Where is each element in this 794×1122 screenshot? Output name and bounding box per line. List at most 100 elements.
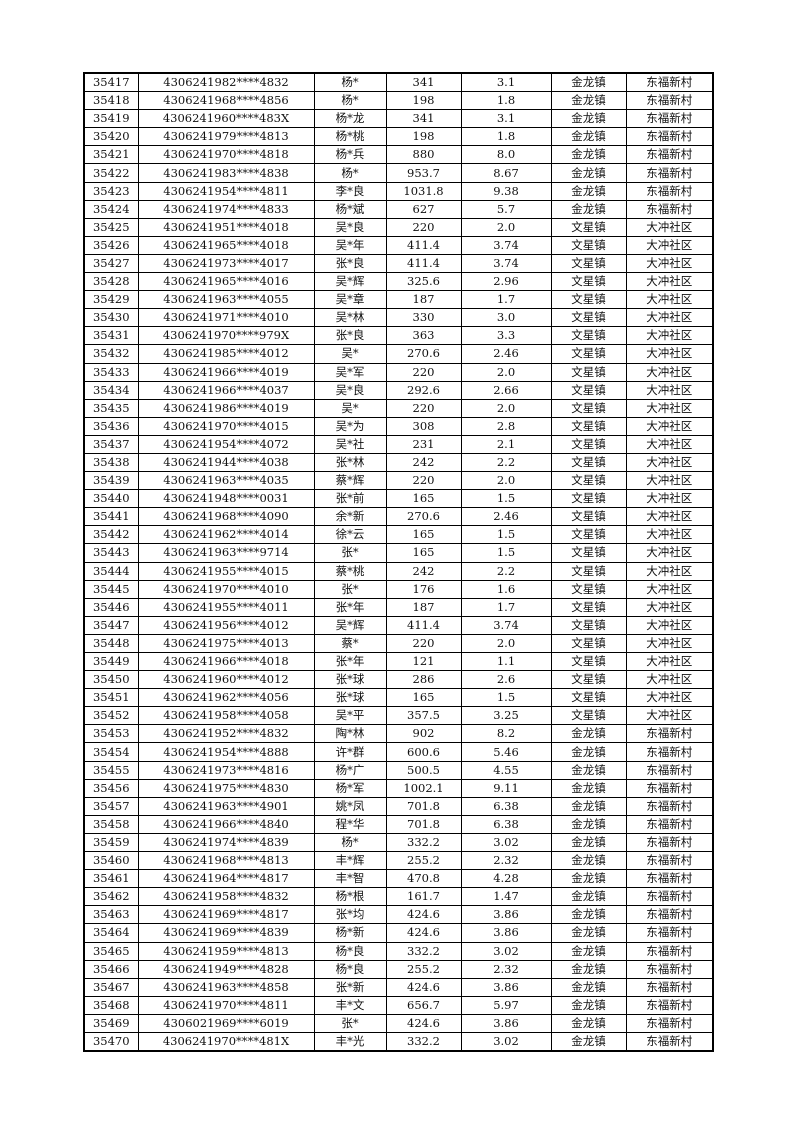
cell-name: 张*均 — [313, 905, 387, 925]
cell-serial: 35467 — [83, 977, 139, 997]
cell-serial: 35444 — [83, 561, 139, 581]
cell-id-number: 4306241968****4813 — [137, 851, 315, 871]
cell-area: 2.0 — [460, 471, 552, 491]
cell-name: 张*良 — [313, 253, 387, 274]
cell-village: 东福新村 — [625, 127, 714, 147]
table-row: 35430 4306241971****4010 吴*林 330 3.0 文星镇 大冲社区 — [83, 308, 714, 328]
table-row: 35446 4306241955****4011 张*年 187 1.7 文星镇 大冲社区 — [83, 597, 714, 617]
cell-town: 文星镇 — [550, 344, 627, 364]
cell-village: 大冲社区 — [625, 706, 714, 726]
cell-id-number: 4306241963****9714 — [137, 543, 315, 563]
cell-name: 张*球 — [313, 688, 387, 708]
cell-area: 2.2 — [460, 452, 552, 473]
cell-amount: 292.6 — [385, 380, 462, 400]
table-row: 35462 4306241958****4832 杨*根 161.7 1.47 金龙镇 东福… — [83, 887, 714, 907]
table-row: 35431 4306241970****979X 张*良 363 3.3 文星镇 大冲社区 — [83, 326, 714, 346]
cell-area: 2.8 — [460, 416, 552, 436]
cell-id-number: 4306241955****4015 — [137, 561, 315, 581]
cell-village: 大冲社区 — [625, 651, 714, 672]
cell-name: 蔡*桃 — [313, 561, 387, 581]
cell-id-number: 4306241965****4016 — [137, 272, 315, 292]
table-row: 35450 4306241960****4012 张*球 286 2.6 文星镇 大冲社区 — [83, 670, 714, 690]
table-row: 35438 4306241944****4038 张*林 242 2.2 文星镇 大冲社区 — [83, 452, 714, 473]
cell-area: 2.96 — [460, 272, 552, 292]
cell-amount: 902 — [385, 724, 462, 744]
cell-area: 2.0 — [460, 633, 552, 654]
cell-amount: 198 — [385, 91, 462, 111]
table-row: 35434 4306241966****4037 吴*良 292.6 2.66 文星镇 大冲… — [83, 380, 714, 400]
cell-name: 张* — [313, 543, 387, 563]
cell-serial: 35462 — [83, 887, 139, 907]
cell-id-number: 4306241963****4035 — [137, 471, 315, 491]
cell-village: 大冲社区 — [625, 579, 714, 599]
cell-area: 2.0 — [460, 362, 552, 382]
cell-serial: 35424 — [83, 199, 139, 219]
table-row: 35436 4306241970****4015 吴*为 308 2.8 文星镇 大冲社区 — [83, 416, 714, 436]
cell-town: 文星镇 — [550, 326, 627, 346]
cell-id-number: 4306241948****0031 — [137, 489, 315, 509]
cell-town: 金龙镇 — [550, 109, 627, 129]
cell-serial: 35451 — [83, 688, 139, 708]
table-row: 35426 4306241965****4018 吴*年 411.4 3.74 文星镇 大冲… — [83, 235, 714, 255]
cell-id-number: 4306241966****4019 — [137, 362, 315, 382]
cell-village: 大冲社区 — [625, 670, 714, 690]
cell-town: 文星镇 — [550, 688, 627, 708]
table-row: 35433 4306241966****4019 吴*军 220 2.0 文星镇 大冲社区 — [83, 362, 714, 382]
cell-amount: 220 — [385, 362, 462, 382]
cell-village: 东福新村 — [625, 778, 714, 798]
cell-village: 东福新村 — [625, 814, 714, 834]
cell-amount: 330 — [385, 308, 462, 328]
table-row: 35465 4306241959****4813 杨*良 332.2 3.02 金龙镇 东福… — [83, 941, 714, 961]
cell-area: 1.5 — [460, 543, 552, 563]
cell-area: 3.74 — [460, 235, 552, 255]
cell-id-number: 4306241968****4856 — [137, 91, 315, 111]
cell-id-number: 4306241986****4019 — [137, 398, 315, 418]
cell-serial: 35461 — [83, 869, 139, 889]
cell-village: 东福新村 — [625, 923, 714, 943]
cell-town: 金龙镇 — [550, 1031, 627, 1052]
cell-town: 金龙镇 — [550, 851, 627, 871]
table-row: 35457 4306241963****4901 姚*凤 701.8 6.38 金龙镇 东福… — [83, 796, 714, 816]
cell-id-number: 4306241949****4828 — [137, 959, 315, 979]
cell-amount: 332.2 — [385, 832, 462, 853]
cell-name: 杨*良 — [313, 941, 387, 961]
cell-amount: 600.6 — [385, 742, 462, 762]
cell-area: 2.1 — [460, 434, 552, 454]
cell-village: 东福新村 — [625, 995, 714, 1015]
cell-town: 文星镇 — [550, 597, 627, 617]
cell-village: 东福新村 — [625, 724, 714, 744]
cell-village: 东福新村 — [625, 72, 714, 93]
cell-area: 3.02 — [460, 941, 552, 961]
cell-town: 金龙镇 — [550, 181, 627, 201]
cell-amount: 411.4 — [385, 235, 462, 255]
data-table: 35417 4306241982****4832 杨* 341 3.1 金龙镇 东福新村 35… — [83, 72, 714, 1053]
cell-amount: 470.8 — [385, 869, 462, 889]
cell-town: 金龙镇 — [550, 760, 627, 780]
cell-amount: 176 — [385, 579, 462, 599]
cell-village: 东福新村 — [625, 851, 714, 871]
cell-town: 金龙镇 — [550, 995, 627, 1015]
table-row: 35432 4306241985****4012 吴* 270.6 2.46 文星镇 大冲社… — [83, 344, 714, 364]
cell-id-number: 4306241962****4014 — [137, 525, 315, 545]
cell-area: 5.46 — [460, 742, 552, 762]
cell-town: 金龙镇 — [550, 1013, 627, 1033]
cell-name: 杨*广 — [313, 760, 387, 780]
cell-village: 大冲社区 — [625, 398, 714, 418]
cell-amount: 270.6 — [385, 344, 462, 364]
cell-serial: 35433 — [83, 362, 139, 382]
cell-name: 徐*云 — [313, 525, 387, 545]
cell-amount: 357.5 — [385, 706, 462, 726]
cell-id-number: 4306241954****4888 — [137, 742, 315, 762]
cell-area: 3.1 — [460, 109, 552, 129]
cell-area: 2.46 — [460, 344, 552, 364]
table-row: 35424 4306241974****4833 杨*斌 627 5.7 金龙镇 东福新村 — [83, 199, 714, 219]
cell-village: 大冲社区 — [625, 217, 714, 237]
cell-serial: 35452 — [83, 706, 139, 726]
cell-town: 文星镇 — [550, 253, 627, 274]
table-row: 35464 4306241969****4839 杨*新 424.6 3.86 金龙镇 东福… — [83, 923, 714, 943]
cell-village: 大冲社区 — [625, 344, 714, 364]
cell-id-number: 4306241944****4038 — [137, 452, 315, 473]
cell-amount: 953.7 — [385, 163, 462, 183]
table-row: 35459 4306241974****4839 杨* 332.2 3.02 金龙镇 东福新… — [83, 832, 714, 853]
cell-area: 5.97 — [460, 995, 552, 1015]
